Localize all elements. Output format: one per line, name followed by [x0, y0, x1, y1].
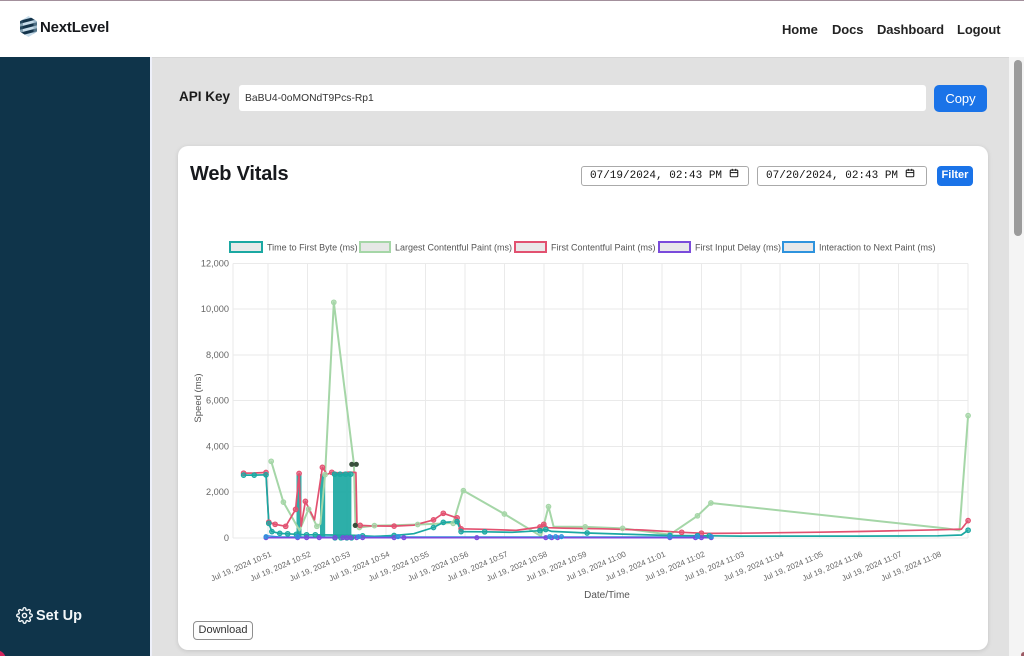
svg-text:2,000: 2,000: [206, 487, 229, 497]
svg-text:4,000: 4,000: [206, 442, 229, 452]
svg-text:First Contentful Paint (ms): First Contentful Paint (ms): [551, 243, 656, 253]
svg-text:12,000: 12,000: [201, 258, 229, 268]
svg-text:First Input Delay (ms): First Input Delay (ms): [695, 243, 781, 253]
svg-text:0: 0: [224, 533, 229, 543]
svg-text:10,000: 10,000: [201, 304, 229, 314]
svg-text:Time to First Byte (ms): Time to First Byte (ms): [267, 243, 358, 253]
svg-text:Date/Time: Date/Time: [584, 590, 630, 601]
svg-text:Interaction to Next Paint (ms): Interaction to Next Paint (ms): [819, 243, 936, 253]
svg-text:Speed (ms): Speed (ms): [193, 373, 204, 422]
svg-text:Largest Contentful Paint (ms): Largest Contentful Paint (ms): [395, 243, 512, 253]
svg-text:8,000: 8,000: [206, 350, 229, 360]
svg-text:6,000: 6,000: [206, 396, 229, 406]
